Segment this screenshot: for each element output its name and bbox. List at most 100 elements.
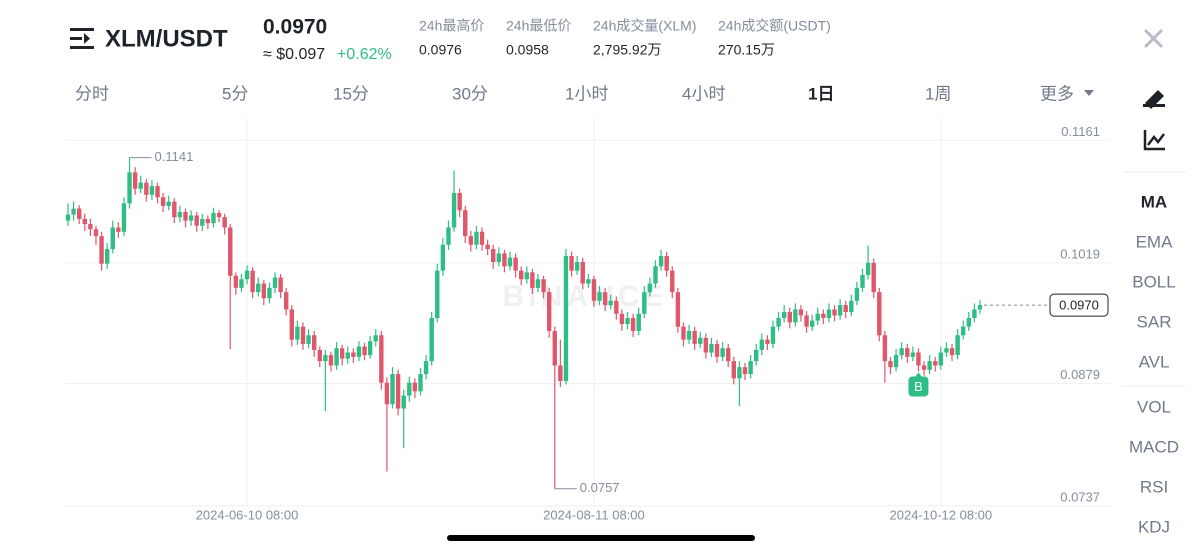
candle-body — [65, 214, 71, 221]
candle-body — [809, 320, 815, 327]
price-tag-label: 0.0970 — [1059, 298, 1099, 313]
candle-body — [172, 201, 177, 218]
candle-body — [938, 352, 944, 366]
price-change: +0.62% — [337, 46, 392, 63]
interval-tab[interactable]: 5分 — [222, 84, 248, 103]
candle-body — [698, 337, 703, 344]
candle-body — [686, 330, 692, 340]
candle-body — [513, 257, 518, 271]
candle-body — [977, 305, 983, 310]
candle-body — [692, 330, 697, 344]
candle-body — [726, 348, 731, 362]
indicator-tab[interactable]: AVL — [1139, 352, 1170, 371]
candle-body — [295, 326, 300, 340]
home-indicator — [447, 535, 755, 541]
candle-body — [339, 348, 345, 359]
candle-body — [905, 348, 910, 357]
indicator-tab[interactable]: BOLL — [1132, 272, 1175, 291]
indicator-tab[interactable]: SAR — [1137, 312, 1172, 331]
candle-body — [205, 218, 211, 224]
candle-body — [597, 292, 602, 301]
candle-body — [233, 275, 239, 288]
candle-body — [160, 197, 166, 206]
indicator-tab[interactable]: VOL — [1137, 397, 1171, 416]
candle-body — [311, 335, 317, 350]
symbol[interactable]: XLM/USDT — [105, 25, 228, 52]
candle-body — [507, 257, 513, 267]
indicator-tab[interactable]: KDJ — [1138, 517, 1170, 536]
interval-tab[interactable]: 1周 — [925, 84, 951, 103]
candle-body — [563, 255, 569, 381]
candle-body — [826, 309, 832, 319]
candle-body — [267, 287, 272, 299]
candle-body — [451, 193, 457, 228]
candle-body — [390, 374, 395, 405]
candle-body — [177, 211, 183, 218]
candle-body — [149, 186, 155, 195]
candle-body — [927, 361, 932, 370]
candle-body — [552, 330, 557, 366]
interval-tab[interactable]: 15分 — [333, 84, 369, 103]
interval-tab[interactable]: 分时 — [75, 84, 109, 103]
candle-body — [183, 211, 188, 221]
candle-body — [244, 270, 250, 280]
candle-body — [250, 270, 255, 293]
candle-body — [670, 270, 675, 293]
candle-body — [759, 339, 764, 350]
candle-body — [787, 312, 792, 323]
candle-body — [955, 335, 960, 356]
menu-icon[interactable] — [70, 28, 94, 49]
indicator-tab[interactable]: EMA — [1136, 232, 1174, 251]
y-tick-label: 0.1019 — [1060, 246, 1100, 261]
x-tick-label: 2024-06-10 08:00 — [196, 507, 299, 522]
candle-body — [71, 208, 76, 215]
candle-body — [630, 318, 636, 331]
draw-tool-icon[interactable] — [1143, 90, 1165, 109]
candle-body — [306, 335, 311, 344]
candle-body — [99, 236, 104, 264]
interval-tab[interactable]: 4小时 — [682, 84, 725, 103]
candle-body — [776, 318, 781, 327]
candle-body — [104, 249, 110, 264]
candle-body — [362, 346, 367, 356]
close-button[interactable] — [1144, 29, 1163, 48]
candle-body — [837, 305, 843, 316]
candle-body — [961, 326, 966, 336]
candle-body — [284, 292, 289, 310]
candle-body — [429, 318, 434, 362]
candle-body — [272, 277, 278, 288]
interval-tab[interactable]: 1日 — [808, 84, 834, 103]
candle-body — [485, 244, 490, 250]
interval-tab[interactable]: 更多 — [1040, 84, 1074, 103]
candle-body — [541, 279, 546, 293]
candle-body — [535, 279, 541, 288]
candle-body — [910, 352, 916, 357]
candle-body — [155, 186, 160, 198]
candle-body — [921, 365, 927, 370]
interval-tab[interactable]: 1小时 — [565, 84, 608, 103]
trade-marker[interactable] — [908, 376, 929, 397]
candle-body — [860, 274, 865, 288]
candle-body — [653, 266, 658, 284]
candle-body — [530, 272, 535, 288]
candle-body — [703, 337, 709, 353]
candle-body — [93, 229, 99, 237]
candle-body — [849, 300, 854, 312]
candle-body — [877, 292, 882, 336]
candle-body — [893, 355, 899, 368]
indicator-tab[interactable]: MACD — [1129, 437, 1179, 456]
indicator-tab[interactable]: MA — [1141, 192, 1167, 211]
candle-body — [742, 367, 748, 375]
indicator-tab[interactable]: RSI — [1140, 477, 1168, 496]
dropdown-caret[interactable] — [1084, 90, 1094, 96]
candle-body — [127, 172, 132, 204]
stat-label: 24h成交额(USDT) — [718, 18, 831, 34]
candle-body — [116, 227, 121, 232]
approx-price: ≈ $0.097 — [263, 46, 325, 63]
stat-value: 2,795.92万 — [593, 42, 662, 58]
candle-body — [373, 335, 378, 342]
candle-body — [524, 272, 529, 280]
candle-body — [821, 313, 826, 319]
interval-tab[interactable]: 30分 — [452, 84, 488, 103]
chart-settings-icon[interactable] — [1143, 130, 1165, 151]
